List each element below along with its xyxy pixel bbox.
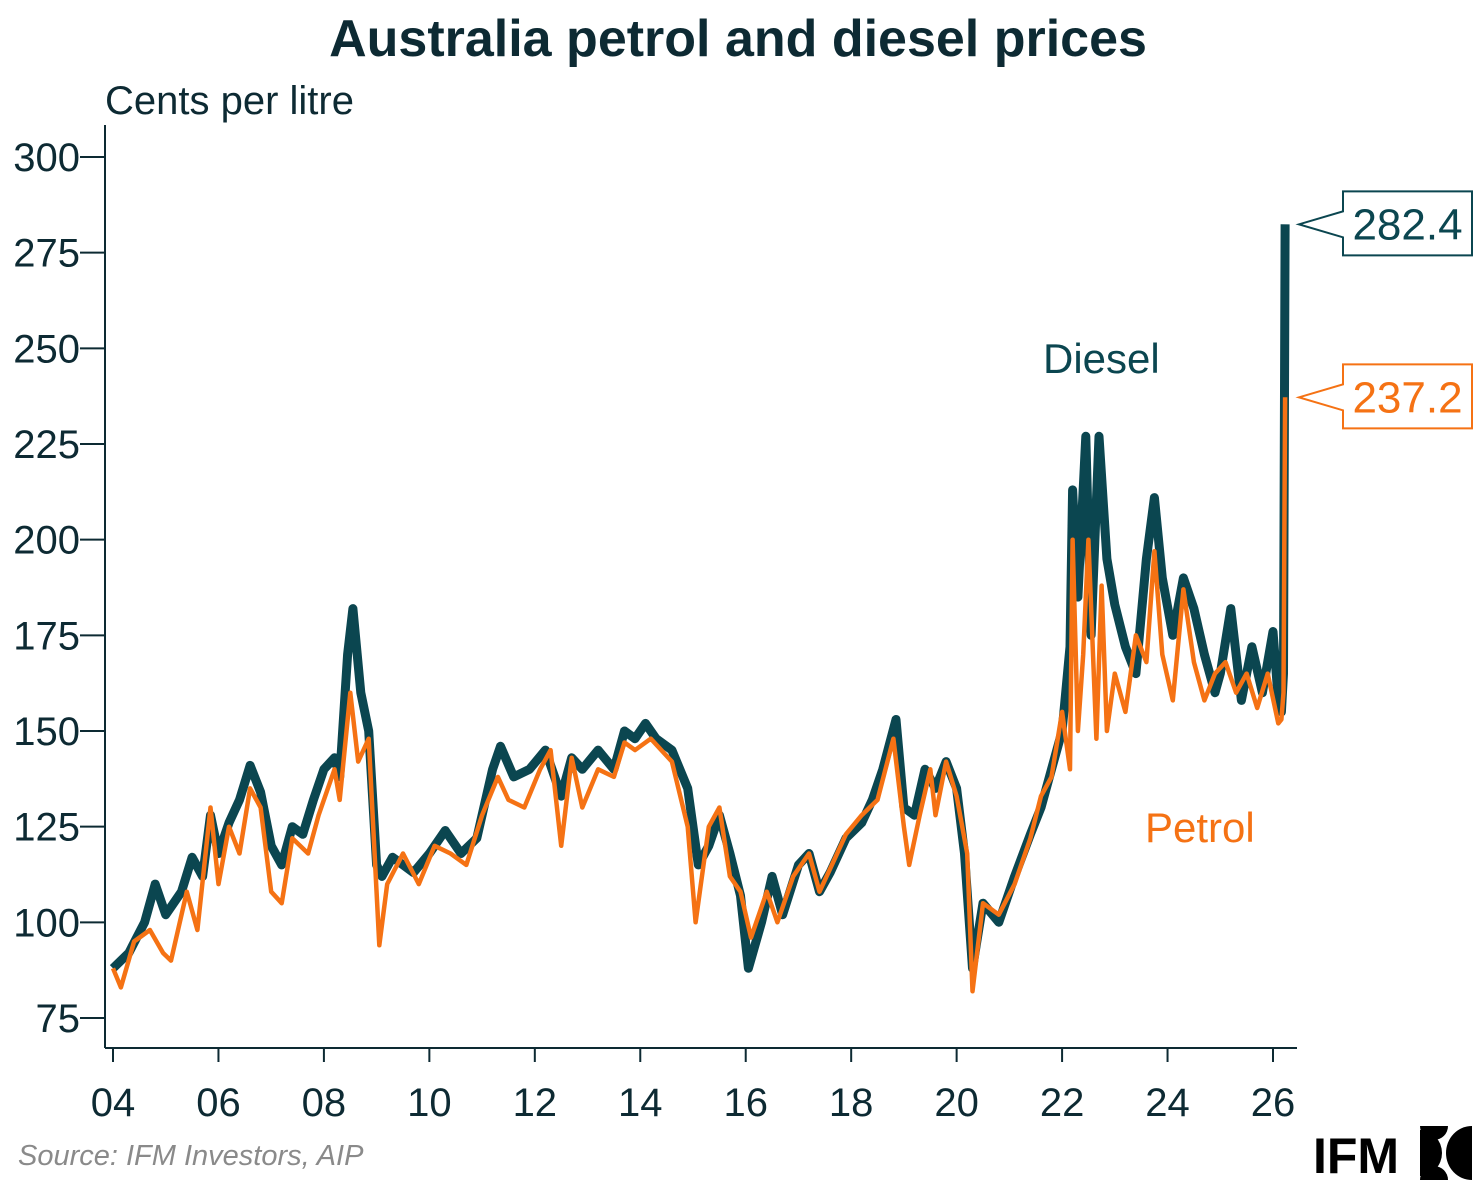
- x-tick-label: 18: [829, 1081, 874, 1125]
- y-tick-label: 300: [13, 136, 80, 180]
- series-line-petrol: [110, 397, 1288, 994]
- y-tick-label: 200: [13, 519, 80, 563]
- chart-title: Australia petrol and diesel prices: [329, 10, 1147, 68]
- x-tick-label: 16: [723, 1081, 768, 1125]
- callout-box: [1295, 190, 1473, 257]
- y-tick-label: 75: [36, 997, 81, 1041]
- ifm-logo: IFM: [1313, 1126, 1472, 1184]
- y-tick-label: 275: [13, 232, 80, 276]
- x-tick-label: 08: [302, 1081, 347, 1125]
- y-tick-label: 150: [13, 710, 80, 754]
- legend-label-petrol: Petrol: [1145, 804, 1255, 851]
- ifm-logo-mark-icon: [1420, 1126, 1472, 1180]
- source-note: Source: IFM Investors, AIP: [18, 1140, 364, 1172]
- series-lines: [109, 224, 1290, 994]
- x-tick-label: 22: [1040, 1081, 1085, 1125]
- x-tick-label: 24: [1145, 1081, 1190, 1125]
- callout-value: 237.2: [1352, 373, 1462, 422]
- axes: 75 100 125 150 175 200 225 250 275 300 04 06 08 10 12 1…: [13, 125, 1297, 1125]
- svg-text:IFM: IFM: [1313, 1128, 1399, 1184]
- x-tick-label: 20: [934, 1081, 979, 1125]
- callout-petrol: 237.2: [1295, 363, 1473, 430]
- legend-label-diesel: Diesel: [1043, 335, 1160, 382]
- y-tick-label: 125: [13, 806, 80, 850]
- callout-box: [1295, 363, 1473, 430]
- y-tick-label: 175: [13, 614, 80, 658]
- x-tick-label: 10: [407, 1081, 452, 1125]
- y-axis-label: Cents per litre: [105, 79, 354, 123]
- value-callouts: 282.4 237.2: [1295, 190, 1473, 430]
- y-tick-label: 100: [13, 901, 80, 945]
- x-tick-label: 04: [91, 1081, 136, 1125]
- x-tick-label: 14: [618, 1081, 663, 1125]
- callout-value: 282.4: [1352, 200, 1462, 249]
- x-tick-label: 06: [196, 1081, 241, 1125]
- x-tick-label: 12: [513, 1081, 558, 1125]
- y-tick-label: 250: [13, 327, 80, 371]
- x-tick-label: 26: [1251, 1081, 1296, 1125]
- callout-diesel: 282.4: [1295, 190, 1473, 257]
- y-tick-label: 225: [13, 423, 80, 467]
